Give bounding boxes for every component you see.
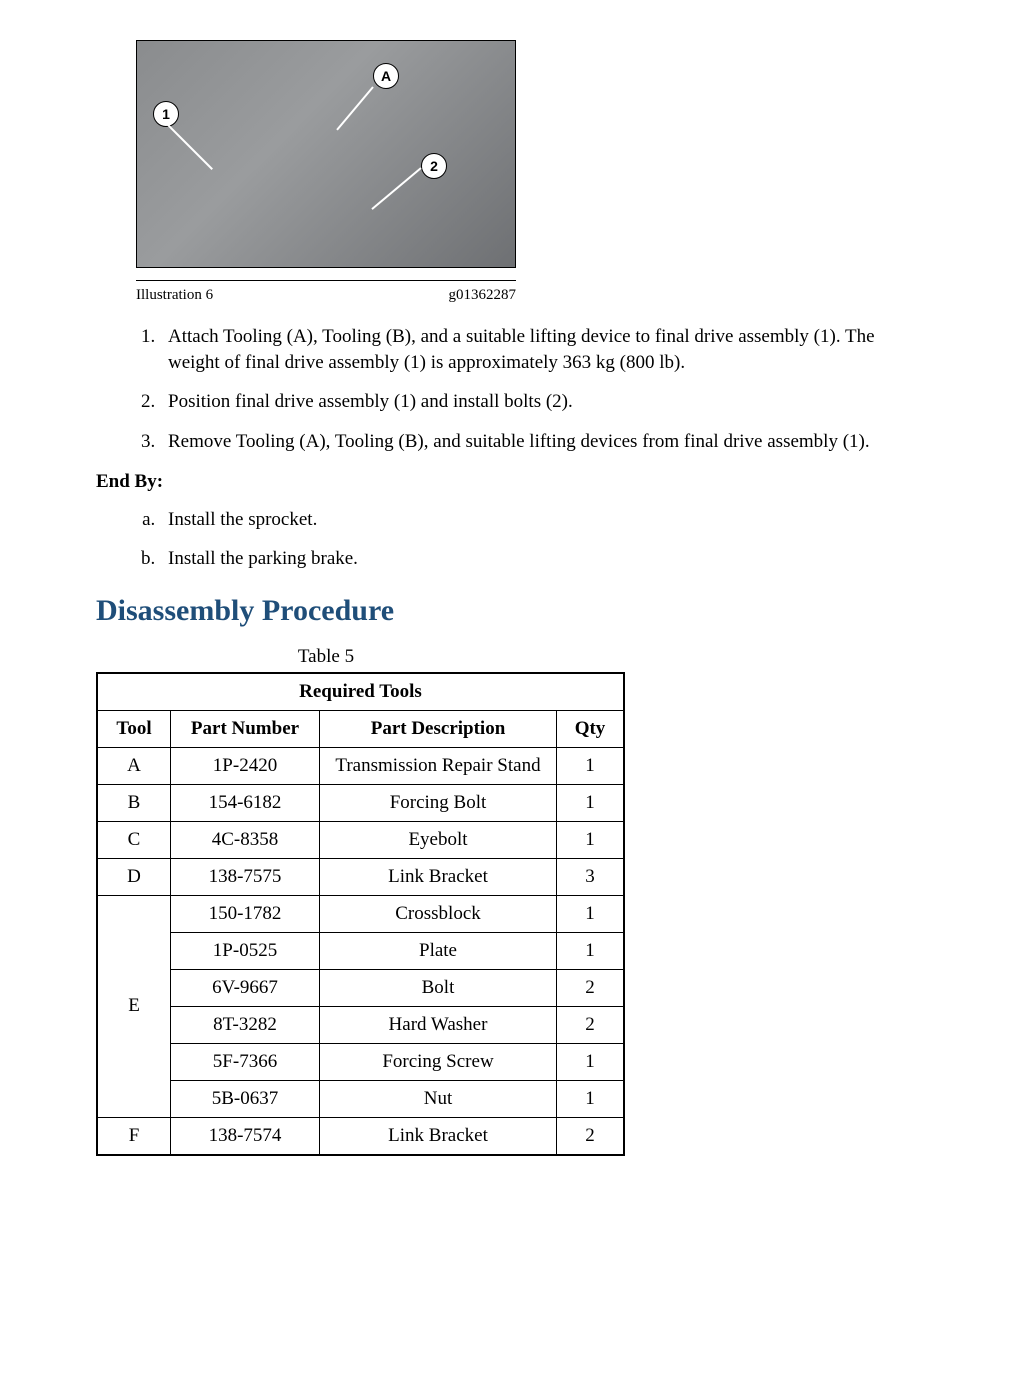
table-row: E150-1782Crossblock1 [97,895,624,932]
illustration-gcode: g01362287 [449,287,517,304]
callout-a: A [373,63,399,89]
illustration-rule [136,280,516,281]
required-tools-table: Required Tools Tool Part Number Part Des… [96,672,625,1156]
table-row: B154-6182Forcing Bolt1 [97,784,624,821]
table-row: 8T-3282Hard Washer2 [97,1006,624,1043]
part-number-cell: 6V-9667 [171,969,320,1006]
section-heading: Disassembly Procedure [96,594,928,628]
qty-cell: 3 [557,858,625,895]
part-description-cell: Plate [320,932,557,969]
qty-cell: 1 [557,784,625,821]
part-description-cell: Forcing Screw [320,1043,557,1080]
qty-cell: 1 [557,747,625,784]
part-number-cell: 154-6182 [171,784,320,821]
table-caption: Table 5 [96,646,556,668]
part-description-cell: Hard Washer [320,1006,557,1043]
qty-cell: 1 [557,1080,625,1117]
illustration-block: A 1 2 Illustration 6 g01362287 [136,40,928,304]
table-row: C4C-8358Eyebolt1 [97,821,624,858]
table-header: Tool [97,710,171,747]
end-by-label: End By: [96,471,928,493]
callout-arrow [371,167,421,210]
page: A 1 2 Illustration 6 g01362287 Attach To… [0,0,1024,1216]
part-description-cell: Link Bracket [320,858,557,895]
part-number-cell: 4C-8358 [171,821,320,858]
tool-cell: A [97,747,171,784]
table-row: 6V-9667Bolt2 [97,969,624,1006]
tool-cell: D [97,858,171,895]
procedure-steps: Attach Tooling (A), Tooling (B), and a s… [96,324,928,455]
part-description-cell: Crossblock [320,895,557,932]
part-number-cell: 5F-7366 [171,1043,320,1080]
table-header: Part Number [171,710,320,747]
qty-cell: 1 [557,895,625,932]
table-header-row: Tool Part Number Part Description Qty [97,710,624,747]
part-description-cell: Transmission Repair Stand [320,747,557,784]
part-number-cell: 8T-3282 [171,1006,320,1043]
table-row: F138-7574Link Bracket2 [97,1117,624,1155]
qty-cell: 1 [557,1043,625,1080]
end-by-item: Install the sprocket. [160,507,928,533]
table-row: 1P-0525Plate1 [97,932,624,969]
callout-arrow [166,123,213,170]
table-title-row: Required Tools [97,673,624,711]
step-item: Remove Tooling (A), Tooling (B), and sui… [160,429,928,455]
part-number-cell: 1P-0525 [171,932,320,969]
table-header: Part Description [320,710,557,747]
step-item: Position final drive assembly (1) and in… [160,389,928,415]
tool-cell: B [97,784,171,821]
table-body: A1P-2420Transmission Repair Stand1B154-6… [97,747,624,1155]
callout-2: 2 [421,153,447,179]
qty-cell: 2 [557,969,625,1006]
part-number-cell: 150-1782 [171,895,320,932]
table-row: 5F-7366Forcing Screw1 [97,1043,624,1080]
part-number-cell: 138-7574 [171,1117,320,1155]
tool-cell: E [97,895,171,1117]
qty-cell: 1 [557,932,625,969]
qty-cell: 2 [557,1117,625,1155]
part-number-cell: 1P-2420 [171,747,320,784]
tool-cell: F [97,1117,171,1155]
illustration-image: A 1 2 [136,40,516,268]
tool-cell: C [97,821,171,858]
table-header: Qty [557,710,625,747]
qty-cell: 2 [557,1006,625,1043]
part-description-cell: Bolt [320,969,557,1006]
qty-cell: 1 [557,821,625,858]
table-row: D138-7575Link Bracket3 [97,858,624,895]
illustration-caption: Illustration 6 g01362287 [136,287,516,304]
part-number-cell: 138-7575 [171,858,320,895]
end-by-list: Install the sprocket. Install the parkin… [96,507,928,572]
table-row: 5B-0637Nut1 [97,1080,624,1117]
part-description-cell: Nut [320,1080,557,1117]
illustration-label: Illustration 6 [136,287,213,304]
part-description-cell: Link Bracket [320,1117,557,1155]
callout-arrow [336,86,374,130]
part-description-cell: Eyebolt [320,821,557,858]
table-row: A1P-2420Transmission Repair Stand1 [97,747,624,784]
step-item: Attach Tooling (A), Tooling (B), and a s… [160,324,928,375]
part-number-cell: 5B-0637 [171,1080,320,1117]
part-description-cell: Forcing Bolt [320,784,557,821]
end-by-item: Install the parking brake. [160,546,928,572]
table-title: Required Tools [97,673,624,711]
